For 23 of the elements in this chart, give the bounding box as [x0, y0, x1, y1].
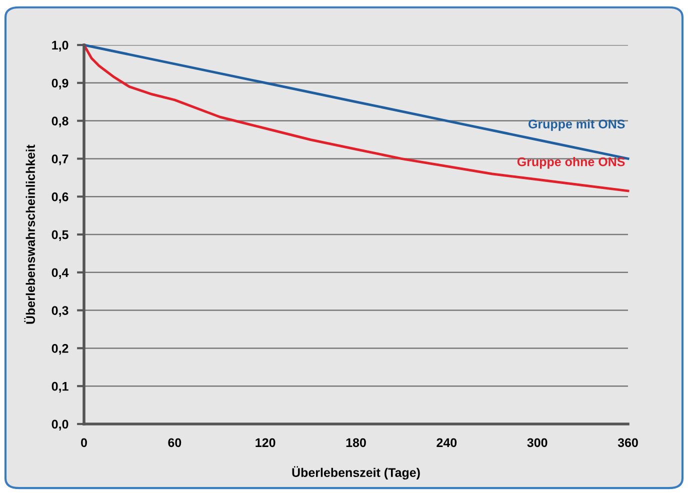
x-tick-label: 0 — [81, 438, 87, 448]
series-label: Gruppe ohne ONS — [517, 157, 625, 169]
x-axis-title: Überlebenszeit (Tage) — [292, 466, 420, 480]
y-tick-label: 0,3 — [52, 306, 68, 317]
y-tick-label: 0,2 — [52, 344, 68, 355]
y-tick-label: 1,0 — [52, 40, 68, 52]
x-tick-label: 180 — [346, 438, 366, 448]
y-axis-title: Überlebenswahrscheinlichkeit — [24, 144, 35, 324]
x-tick-label: 60 — [168, 438, 182, 448]
x-tick-label: 120 — [256, 438, 276, 448]
y-tick-label: 0,6 — [52, 192, 68, 204]
y-tick-label: 0,8 — [52, 116, 68, 128]
line-series — [82, 44, 630, 192]
y-tick-label: 0,7 — [52, 154, 68, 166]
y-tick-label: 0,9 — [52, 78, 68, 90]
series-label: Gruppe mit ONS — [528, 119, 625, 131]
x-tick-label: 240 — [436, 438, 457, 448]
y-tick-label: 0,0 — [52, 420, 68, 430]
y-tick-label: 0,5 — [52, 230, 68, 241]
x-tick-label: 360 — [618, 438, 638, 448]
y-tick-label: 0,1 — [52, 382, 68, 393]
x-tick-label: 300 — [527, 438, 548, 448]
y-tick-label: 0,4 — [52, 268, 69, 279]
